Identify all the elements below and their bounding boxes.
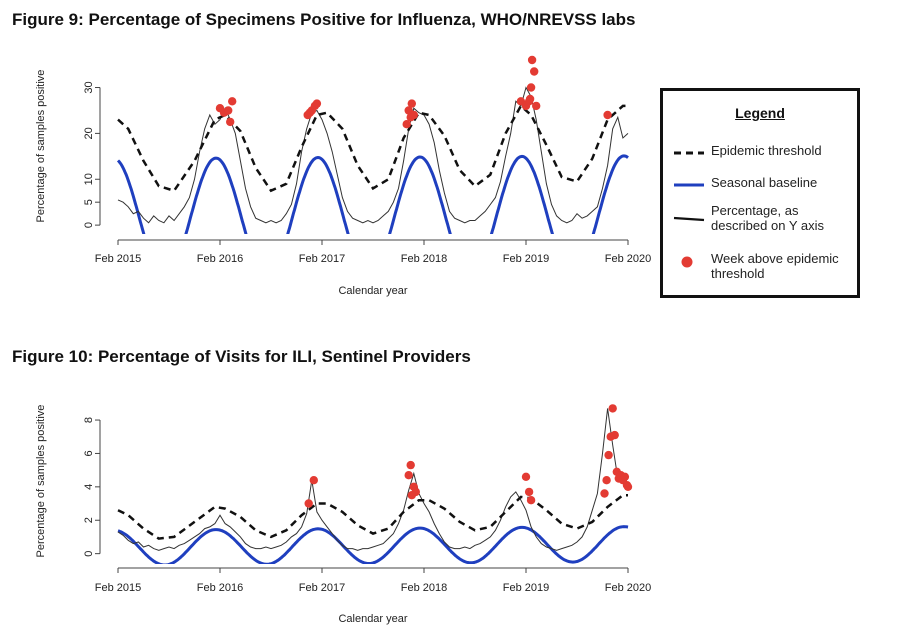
week-above-threshold-point: [610, 430, 619, 440]
x-tick-label: Feb 2017: [299, 582, 345, 594]
week-above-threshold-point: [406, 460, 415, 470]
y-tick-label: 20: [83, 127, 95, 139]
y-tick-label: 4: [83, 484, 95, 490]
seasonal-baseline-line: [116, 154, 629, 234]
week-above-threshold-point: [524, 97, 534, 106]
epidemic-threshold-line: [117, 103, 628, 193]
week-above-threshold-point: [521, 472, 531, 481]
x-tick-label: Feb 2019: [503, 582, 549, 594]
x-tick-label: Feb 2020: [605, 582, 651, 594]
week-above-threshold-point: [407, 99, 416, 108]
week-above-threshold-point: [526, 496, 536, 505]
y-tick-label: 5: [83, 199, 95, 205]
red-dot-icon: [681, 256, 693, 268]
x-tick-label: Feb 2016: [197, 582, 243, 594]
week-above-threshold-point: [228, 97, 237, 106]
dashed-line-icon: [674, 151, 704, 155]
y-tick-label: 2: [83, 517, 95, 523]
y-tick-label: 0: [83, 551, 95, 557]
y-tick-label: 30: [83, 81, 95, 93]
y-tick-label: 6: [83, 450, 95, 456]
week-above-threshold-point: [304, 499, 313, 508]
week-above-threshold-point: [404, 471, 413, 480]
chart-10: 0 2 4 6 8 Feb 2015 Feb 2016 Feb 2017 Feb 2018 Feb…: [35, 404, 651, 625]
week-above-threshold-point: [623, 482, 633, 491]
x-axis-label: Calendar year: [338, 613, 407, 625]
x-tick-label: Feb 2015: [95, 253, 141, 265]
y-axis-label: Percentage of samples positive: [35, 70, 47, 223]
y-tick-label: 0: [83, 222, 95, 228]
legend: Legend Epidemic threshold Seasonal basel…: [660, 88, 860, 298]
week-above-threshold-point: [604, 450, 613, 460]
figure-9-title: Figure 9: Percentage of Specimens Positi…: [12, 10, 636, 29]
week-above-threshold-point: [530, 67, 539, 76]
thin-line-icon: [673, 216, 705, 222]
seasonal-baseline-line: [117, 525, 629, 564]
legend-label-week-above: Week above epidemic threshold: [711, 251, 839, 281]
x-axis-label: Calendar year: [338, 285, 407, 297]
legend-label-percentage: Percentage, as described on Y axis: [711, 203, 824, 233]
x-tick-label: Feb 2015: [95, 582, 141, 594]
y-tick-label: 10: [83, 173, 95, 185]
epidemic-threshold-line: [117, 493, 628, 540]
x-tick-label: Feb 2017: [299, 253, 345, 265]
week-above-threshold-point: [532, 101, 541, 111]
percentage-line: [117, 86, 629, 224]
week-above-threshold-point: [620, 472, 630, 481]
legend-label-seasonal-baseline: Seasonal baseline: [711, 175, 818, 190]
y-axis-label: Percentage of samples positive: [35, 405, 47, 558]
week-above-threshold-point: [600, 489, 609, 498]
week-above-threshold-point: [602, 476, 611, 485]
y-tick-label: 8: [83, 417, 95, 423]
week-above-threshold-point: [312, 99, 322, 108]
week-above-threshold-point: [226, 117, 235, 127]
x-tick-label: Feb 2016: [197, 253, 243, 265]
week-above-threshold-point: [305, 108, 314, 117]
solid-blue-line-icon: [674, 183, 704, 187]
week-above-threshold-point: [608, 404, 617, 413]
x-tick-label: Feb 2019: [503, 253, 549, 265]
chart-9: 0 5 10 20 30 Feb 2015 Feb 2016 Feb 2017 Feb 2018…: [35, 55, 651, 297]
x-tick-label: Feb 2018: [401, 253, 447, 265]
figure-10-title: Figure 10: Percentage of Visits for ILI,…: [12, 347, 471, 366]
week-above-threshold-point: [309, 476, 318, 485]
legend-label-epidemic-threshold: Epidemic threshold: [711, 143, 822, 158]
week-above-threshold-point: [603, 110, 612, 120]
x-tick-label: Feb 2020: [605, 253, 651, 265]
legend-title: Legend: [735, 105, 785, 121]
week-above-threshold-point: [224, 106, 233, 115]
x-tick-label: Feb 2018: [401, 582, 447, 594]
week-above-threshold-point: [402, 120, 411, 129]
week-above-threshold-point: [527, 55, 537, 65]
week-above-threshold-point: [526, 83, 536, 92]
percentage-line: [117, 408, 629, 551]
week-above-threshold-point: [524, 487, 534, 497]
week-above-threshold-point: [406, 113, 415, 122]
week-above-threshold-point: [407, 491, 416, 500]
